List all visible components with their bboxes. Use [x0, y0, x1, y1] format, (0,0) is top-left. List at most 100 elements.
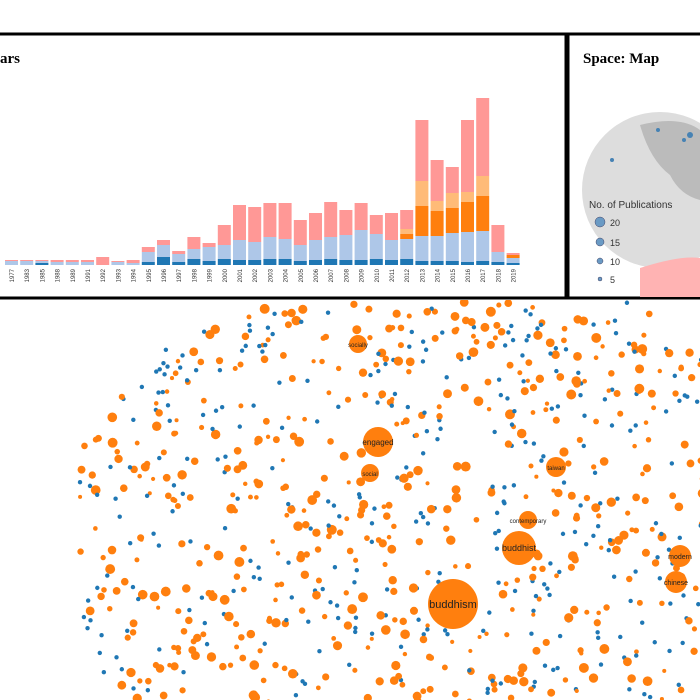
- node: [519, 677, 529, 687]
- node[interactable]: [502, 531, 536, 565]
- bar-segment: [415, 206, 429, 236]
- node: [655, 555, 660, 560]
- node: [391, 523, 397, 530]
- node: [234, 644, 240, 650]
- x-tick-label: 1996: [162, 268, 168, 282]
- node: [389, 676, 399, 685]
- node-label: buddhism: [429, 599, 477, 611]
- node: [473, 338, 480, 345]
- node[interactable]: [361, 464, 379, 482]
- node: [223, 464, 231, 472]
- node: [402, 651, 408, 657]
- node: [343, 621, 353, 630]
- node: [578, 503, 583, 508]
- node: [485, 686, 491, 692]
- node: [233, 446, 242, 455]
- node: [600, 344, 605, 349]
- node: [498, 392, 504, 398]
- node: [77, 480, 83, 485]
- node: [277, 380, 282, 385]
- node: [424, 429, 430, 434]
- bar-segment: [339, 260, 353, 265]
- node: [376, 351, 381, 357]
- x-tick-label: 1988: [56, 268, 62, 282]
- node: [279, 351, 287, 359]
- node: [240, 544, 247, 552]
- node: [468, 648, 473, 654]
- node: [254, 495, 259, 500]
- node: [533, 330, 543, 340]
- bar-segment: [187, 259, 201, 265]
- node: [145, 677, 152, 685]
- node: [390, 587, 398, 596]
- node: [210, 426, 215, 432]
- node: [288, 375, 296, 382]
- node: [289, 432, 298, 440]
- x-tick-label: 2004: [284, 268, 290, 282]
- node: [286, 415, 291, 420]
- node: [564, 613, 574, 623]
- node: [243, 343, 248, 349]
- node: [408, 583, 419, 593]
- node: [609, 387, 615, 392]
- node: [219, 594, 230, 605]
- node: [573, 352, 582, 361]
- node: [617, 410, 624, 417]
- node: [641, 332, 647, 338]
- node[interactable]: [669, 545, 691, 567]
- bar-segment: [233, 205, 246, 240]
- node: [543, 407, 549, 413]
- node[interactable]: [665, 571, 687, 593]
- node: [206, 652, 217, 662]
- node: [335, 615, 341, 621]
- node: [528, 463, 534, 469]
- node: [596, 610, 601, 616]
- x-tick-label: 2013: [420, 268, 426, 282]
- node: [599, 545, 604, 550]
- node: [172, 370, 179, 377]
- node: [593, 355, 599, 361]
- x-tick-label: 1983: [25, 268, 31, 282]
- bar-segment: [430, 236, 444, 261]
- bar-segment: [293, 261, 307, 265]
- node: [686, 459, 695, 468]
- node[interactable]: [363, 427, 393, 457]
- legend-label: 15: [610, 238, 620, 248]
- node: [632, 443, 637, 449]
- node: [314, 419, 320, 424]
- node: [647, 389, 656, 398]
- node: [442, 628, 448, 633]
- node: [367, 334, 373, 341]
- bar-segment: [35, 260, 49, 261]
- node: [649, 526, 655, 532]
- node: [237, 424, 242, 429]
- node: [246, 629, 256, 639]
- x-tick-label: 2002: [253, 268, 259, 282]
- x-tick-label: 1991: [86, 268, 92, 282]
- bar-segment: [5, 260, 18, 261]
- bar-segment: [278, 239, 292, 259]
- node: [363, 693, 372, 700]
- node: [420, 339, 426, 344]
- node: [353, 625, 358, 631]
- node: [436, 413, 443, 420]
- node: [443, 505, 452, 514]
- node[interactable]: [349, 335, 367, 353]
- node: [281, 310, 289, 317]
- node: [298, 304, 308, 314]
- node[interactable]: [519, 511, 537, 529]
- node: [254, 479, 264, 489]
- bar-segment: [157, 240, 170, 245]
- node: [336, 529, 344, 536]
- node: [565, 460, 572, 467]
- node: [425, 627, 430, 632]
- node: [634, 653, 639, 658]
- node: [265, 325, 271, 330]
- node: [493, 321, 501, 329]
- node: [190, 457, 199, 465]
- node: [382, 561, 388, 567]
- bar-segment: [506, 253, 520, 255]
- node: [270, 465, 275, 471]
- node[interactable]: [428, 579, 478, 629]
- node[interactable]: [546, 457, 566, 477]
